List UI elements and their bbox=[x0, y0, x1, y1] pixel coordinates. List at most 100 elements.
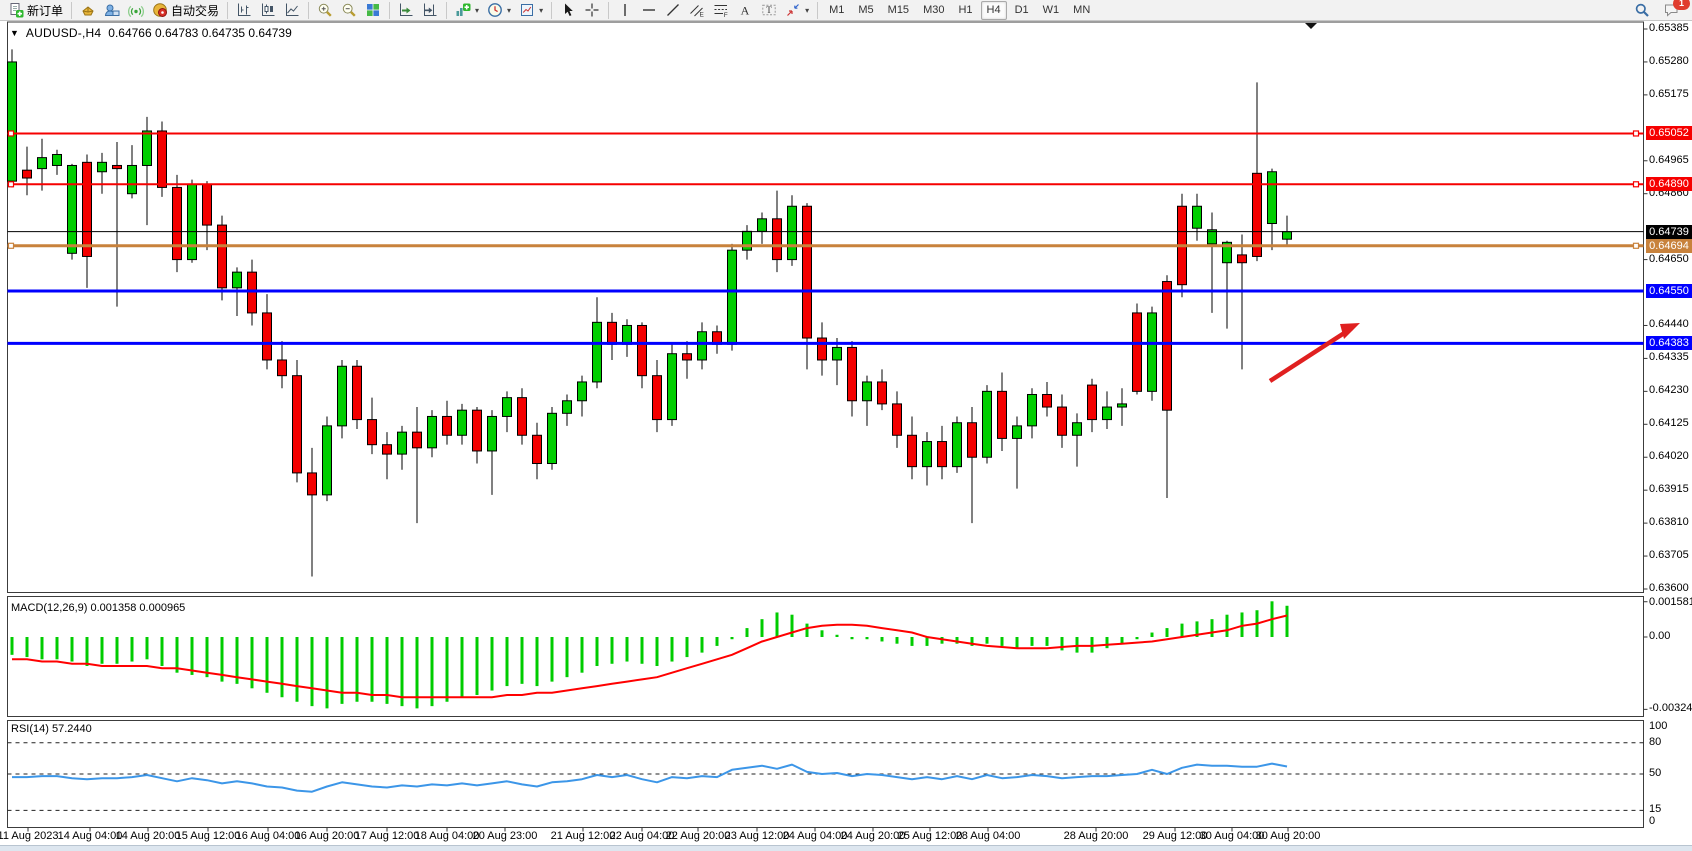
support-line-2-price-tag: 0.64383 bbox=[1646, 336, 1692, 351]
periods-button[interactable]: ▾ bbox=[483, 0, 515, 21]
text-button[interactable]: A bbox=[733, 0, 757, 21]
bear-candle bbox=[217, 224, 227, 289]
timeframe-d1-button[interactable]: D1 bbox=[1014, 3, 1029, 16]
bear-candle bbox=[307, 472, 317, 496]
candles-mode-button[interactable] bbox=[256, 0, 280, 21]
timeframe-m15-button[interactable]: M15 bbox=[887, 3, 910, 16]
time-axis-label: 30 Aug 04:00 bbox=[1199, 830, 1265, 842]
market-button[interactable] bbox=[76, 0, 100, 21]
pivot-line-handle[interactable] bbox=[7, 242, 15, 249]
price-tick-label: 0.63915 bbox=[1649, 483, 1689, 496]
community-button[interactable] bbox=[100, 0, 124, 21]
line-mode-icon bbox=[286, 3, 299, 16]
chart-shift-button[interactable] bbox=[418, 0, 442, 21]
bear-candle bbox=[532, 434, 542, 465]
macd-indicator bbox=[10, 601, 1289, 709]
timeframe-m1-button[interactable]: M1 bbox=[829, 3, 845, 16]
time-axis-label: 24 Aug 04:00 bbox=[782, 830, 848, 842]
price-tick-label: 0.64440 bbox=[1649, 318, 1689, 331]
pivot-line-price-tag: 0.64694 bbox=[1646, 238, 1692, 253]
bull-candle bbox=[577, 381, 587, 402]
dropdown-caret-icon[interactable]: ▾ bbox=[539, 5, 544, 15]
line-mode-button[interactable] bbox=[280, 0, 304, 21]
time-axis-label: 22 Aug 20:00 bbox=[665, 830, 731, 842]
bull-candle bbox=[232, 271, 242, 289]
bull-candle bbox=[427, 415, 437, 449]
arrows-button[interactable]: ▾ bbox=[781, 0, 813, 21]
new-order-icon bbox=[10, 3, 24, 18]
label-button[interactable]: T bbox=[757, 0, 781, 21]
dropdown-caret-icon[interactable]: ▾ bbox=[507, 5, 512, 15]
templates-icon bbox=[521, 4, 534, 16]
dropdown-caret-icon[interactable]: ▾ bbox=[475, 5, 480, 15]
timeframe-w1-button[interactable]: W1 bbox=[1042, 3, 1060, 16]
timeframe-mn-button[interactable]: MN bbox=[1073, 3, 1091, 16]
bull-candle bbox=[1012, 425, 1022, 439]
arrow-head[interactable] bbox=[1340, 323, 1360, 339]
bull-candle bbox=[697, 331, 707, 361]
bull-candle bbox=[502, 397, 512, 417]
bear-candle bbox=[352, 365, 362, 421]
time-axis-label: 24 Aug 20:00 bbox=[840, 830, 906, 842]
vline-icon bbox=[624, 4, 626, 16]
time-axis-label: 14 Aug 20:00 bbox=[115, 830, 181, 842]
resistance-line-1-handle[interactable] bbox=[7, 130, 15, 137]
macd-tick-label: 0.00 bbox=[1649, 630, 1671, 642]
templates-button[interactable]: ▾ bbox=[515, 0, 547, 21]
price-tick-label: 0.65175 bbox=[1649, 87, 1689, 100]
trendline-button[interactable] bbox=[661, 0, 685, 21]
resistance-line-1-handle[interactable] bbox=[1632, 130, 1640, 137]
bull-candle bbox=[727, 249, 737, 345]
bull-candle bbox=[397, 431, 407, 455]
chart-shift-icon bbox=[424, 3, 437, 16]
bear-candle bbox=[277, 359, 287, 377]
zoom-out-button[interactable] bbox=[337, 0, 361, 21]
horizontal-line-button[interactable] bbox=[637, 0, 661, 21]
crosshair-button[interactable] bbox=[580, 0, 604, 21]
zoom-out-icon bbox=[342, 3, 356, 17]
resistance-line-2-handle[interactable] bbox=[7, 181, 15, 188]
indicators-button[interactable]: ▾ bbox=[451, 0, 483, 21]
bear-candle bbox=[847, 346, 857, 402]
channel-button[interactable]: E bbox=[685, 0, 709, 21]
search-button[interactable] bbox=[1630, 0, 1654, 21]
signals-button[interactable] bbox=[124, 0, 148, 21]
toolbar-separator bbox=[446, 1, 448, 19]
auto-scroll-button[interactable] bbox=[394, 0, 418, 21]
time-axis-label: 15 Aug 12:00 bbox=[175, 830, 241, 842]
tile-windows-button[interactable] bbox=[361, 0, 385, 21]
bull-candle bbox=[622, 324, 632, 345]
timeframe-m5-button[interactable]: M5 bbox=[858, 3, 874, 16]
bull-candle bbox=[37, 157, 47, 170]
vertical-line-button[interactable] bbox=[613, 0, 637, 21]
chat-button[interactable]: 1 bbox=[1660, 0, 1690, 21]
symbol-dropdown-icon[interactable]: ▼ bbox=[10, 28, 19, 38]
fibonacci-button[interactable]: F bbox=[709, 0, 733, 21]
autotrading-button[interactable]: 自动交易 bbox=[148, 0, 223, 21]
zoom-in-button[interactable] bbox=[313, 0, 337, 21]
cursor-button[interactable] bbox=[556, 0, 580, 21]
dropdown-caret-icon[interactable]: ▾ bbox=[805, 5, 810, 15]
bull-candle bbox=[1072, 422, 1082, 436]
bars-mode-button[interactable] bbox=[232, 0, 256, 21]
arrow-shaft[interactable] bbox=[1268, 326, 1354, 383]
bear-candle bbox=[22, 169, 32, 179]
new-order-button[interactable]: 新订单 bbox=[4, 0, 67, 21]
rsi-indicator bbox=[7, 742, 1644, 811]
timeframe-h4-button[interactable]: H4 bbox=[980, 0, 1007, 20]
timeframe-h1-button[interactable]: H1 bbox=[958, 3, 973, 16]
toolbar-separator bbox=[608, 1, 610, 19]
bull-candle bbox=[922, 441, 932, 468]
chart-shift-marker[interactable] bbox=[1305, 23, 1317, 29]
bear-candle bbox=[997, 390, 1007, 439]
bull-candle bbox=[982, 390, 992, 458]
resistance-line-2-handle[interactable] bbox=[1632, 181, 1640, 188]
arrow-annotation[interactable] bbox=[1268, 323, 1360, 383]
bull-candle bbox=[832, 346, 842, 361]
pivot-line-handle[interactable] bbox=[1632, 242, 1640, 249]
toolbar-separator bbox=[817, 1, 819, 19]
axis-ticks bbox=[27, 28, 1648, 832]
timeframe-m30-button[interactable]: M30 bbox=[923, 3, 945, 16]
time-axis-label: 20 Aug 23:00 bbox=[472, 830, 538, 842]
bear-candle bbox=[157, 130, 167, 188]
